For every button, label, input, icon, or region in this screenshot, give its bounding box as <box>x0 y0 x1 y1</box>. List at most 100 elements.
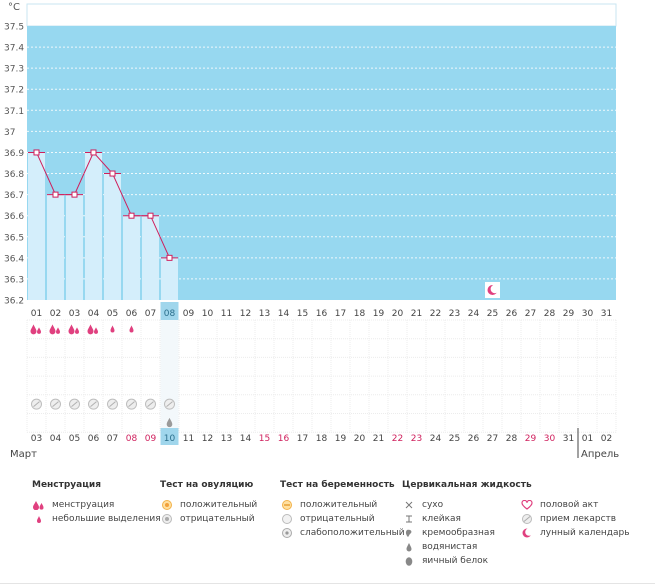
menstruation-drop-icon <box>37 327 41 334</box>
ovulation-test-stroke <box>33 401 40 408</box>
watery-drop-icon <box>402 542 416 552</box>
legend-item-dry: сухо <box>402 498 532 512</box>
cycle-day-label: 06 <box>126 309 138 319</box>
calendar-date-label: 11 <box>183 434 194 444</box>
y-tick-label: 36.5 <box>4 233 24 243</box>
cycle-day-label: 28 <box>544 309 556 319</box>
light-discharge-drop-icon <box>129 325 134 333</box>
calendar-date-label: 23 <box>411 434 422 444</box>
y-tick-label: 36.2 <box>4 297 24 307</box>
calendar-date-label: 09 <box>145 434 157 444</box>
legend-label: положительный <box>300 500 378 510</box>
calendar-date-label: 29 <box>525 434 537 444</box>
moon-icon <box>520 528 534 538</box>
y-tick-label: 36.4 <box>4 254 24 264</box>
y-unit-label: °C <box>8 2 20 13</box>
calendar-date-label: 20 <box>354 434 366 444</box>
legend-item-medication: прием лекарств <box>520 512 630 526</box>
watery-drop-icon <box>166 417 173 428</box>
ovulation-test-stroke <box>128 401 135 408</box>
month-label-left: Март <box>10 449 37 460</box>
legend-label: водянистая <box>422 542 478 552</box>
legend-item-sticky: клейкая <box>402 512 532 526</box>
legend-label: слабоположительный <box>300 528 405 538</box>
cycle-day-label: 16 <box>316 309 328 319</box>
temperature-bar <box>66 194 83 300</box>
legend-label: прием лекарств <box>540 514 617 524</box>
legend-item-ovulation-negative: отрицательный <box>160 512 257 526</box>
y-tick-label: 36.7 <box>4 191 24 201</box>
legend-item-pregnancy-weak: слабоположительный <box>280 526 405 540</box>
current-day-cell <box>160 302 179 321</box>
cycle-day-label: 18 <box>354 309 366 319</box>
y-tick-label: 36.9 <box>4 149 24 159</box>
menstruation-drop-icon <box>75 327 79 334</box>
y-tick-label: 37.2 <box>4 86 24 96</box>
ovulation-positive-icon <box>160 500 174 510</box>
y-tick-label: 36.8 <box>4 170 24 180</box>
cycle-day-label: 07 <box>145 309 156 319</box>
y-tick-label: 36.6 <box>4 212 24 222</box>
cycle-day-label: 19 <box>373 309 385 319</box>
ovulation-test-stroke <box>52 401 59 408</box>
legend-item-pregnancy-positive: положительный <box>280 498 405 512</box>
calendar-date-label: 19 <box>335 434 347 444</box>
temperature-point <box>71 191 78 198</box>
cycle-day-label: 04 <box>88 309 100 319</box>
pregnancy-weak-icon <box>280 528 294 538</box>
ovulation-test-stroke <box>166 401 173 408</box>
legend-label: положительный <box>180 500 258 510</box>
legend-ovulation: Тест на овуляцию положительный отрицател… <box>160 480 257 526</box>
month-label-right: Апрель <box>581 449 619 460</box>
calendar-date-label: 28 <box>506 434 518 444</box>
temperature-bar <box>104 173 121 300</box>
current-day-column <box>160 320 179 433</box>
cycle-day-label: 05 <box>107 309 118 319</box>
calendar-date-label: 12 <box>202 434 213 444</box>
calendar-date-label: 26 <box>468 434 480 444</box>
current-date-cell <box>160 428 179 445</box>
drop-double-icon <box>32 500 46 511</box>
calendar-date-label: 02 <box>601 434 612 444</box>
legend-item-intercourse: половой акт <box>520 498 630 512</box>
legend: Менструация менструация небольшие выделе… <box>0 480 655 580</box>
legend-item-egg-white: яичный белок <box>402 554 532 568</box>
legend-label: лунный календарь <box>540 528 630 538</box>
ovulation-test-stroke <box>90 401 97 408</box>
calendar-date-label: 15 <box>259 434 270 444</box>
menstruation-drop-icon <box>49 324 56 335</box>
cycle-day-label: 14 <box>278 309 290 319</box>
pill-icon <box>520 514 534 524</box>
cycle-day-label: 30 <box>582 309 594 319</box>
calendar-date-label: 13 <box>221 434 232 444</box>
legend-cervical-title: Цервикальная жидкость <box>402 480 532 490</box>
heart-icon <box>520 499 534 510</box>
menstruation-drop-icon <box>30 324 37 335</box>
cycle-day-label: 21 <box>411 309 422 319</box>
cycle-day-label: 08 <box>164 309 176 319</box>
calendar-date-label: 01 <box>582 434 593 444</box>
calendar-date-label: 08 <box>126 434 138 444</box>
calendar-date-label: 31 <box>563 434 574 444</box>
calendar-date-label: 03 <box>31 434 42 444</box>
temperature-point <box>166 254 173 261</box>
cycle-day-label: 11 <box>221 309 232 319</box>
legend-label: кремообразная <box>422 528 495 538</box>
temperature-bar <box>161 257 178 300</box>
ovulation-test-stroke <box>147 401 154 408</box>
calendar-date-label: 25 <box>449 434 460 444</box>
cycle-day-label: 10 <box>202 309 214 319</box>
menstruation-drop-icon <box>94 327 98 334</box>
calendar-date-label: 10 <box>164 434 176 444</box>
legend-item-lunar: лунный календарь <box>520 526 630 540</box>
temperature-point <box>128 212 135 219</box>
legend-item-ovulation-positive: положительный <box>160 498 257 512</box>
cycle-day-label: 23 <box>449 309 460 319</box>
cycle-day-label: 15 <box>297 309 308 319</box>
legend-pregnancy-title: Тест на беременность <box>280 480 395 490</box>
calendar-date-label: 04 <box>50 434 62 444</box>
y-tick-label: 37.4 <box>4 44 24 54</box>
legend-other: половой акт прием лекарств лунный календ… <box>520 480 630 540</box>
cross-icon <box>402 500 416 510</box>
temperature-bar <box>85 152 102 300</box>
